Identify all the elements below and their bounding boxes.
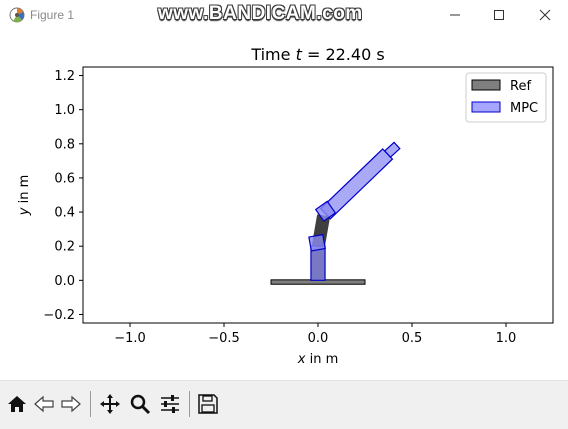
back-button[interactable] (31, 391, 57, 417)
window-title: Figure 1 (30, 8, 75, 22)
minimize-icon (450, 14, 460, 16)
matplotlib-app-icon (9, 7, 25, 23)
x-tick-label: −1.0 (114, 331, 146, 346)
x-axis-label: x in m (297, 352, 338, 367)
forward-button[interactable] (58, 391, 84, 417)
watermark-text: www.BANDICAM.com (158, 3, 363, 24)
y-tick-label: 1.0 (54, 103, 75, 118)
minimize-button[interactable] (432, 0, 478, 30)
mpc-link (383, 141, 401, 159)
y-tick-label: 0.8 (54, 137, 75, 152)
toolbar-separator (90, 391, 91, 417)
save-button[interactable] (195, 391, 221, 417)
chart-title: Time t = 22.40 s (250, 45, 384, 64)
zoom-button[interactable] (127, 391, 153, 417)
configure-subplots-button[interactable] (157, 391, 183, 417)
mpc-robot-arm (308, 141, 401, 281)
mpc-joint (308, 233, 326, 252)
x-tick-label: −0.5 (208, 331, 240, 346)
y-tick-label: 0.6 (54, 171, 75, 186)
home-icon (8, 396, 26, 412)
legend-label-mpc: MPC (510, 101, 538, 116)
chart-legend: Ref MPC (465, 72, 547, 123)
x-tick-label: 0.5 (402, 331, 423, 346)
pan-icon (100, 394, 120, 414)
y-tick-label: −0.2 (43, 308, 75, 323)
x-tick-label: 1.0 (496, 331, 517, 346)
home-button[interactable] (4, 391, 30, 417)
y-axis-label: y in m (17, 175, 32, 216)
y-tick-label: 0.0 (54, 274, 75, 289)
x-tick-label: 0.0 (308, 331, 329, 346)
back-arrow-icon (34, 395, 54, 413)
close-button[interactable] (522, 0, 568, 30)
y-tick-label: 1.2 (54, 69, 75, 84)
mpc-joint (314, 200, 337, 222)
forward-arrow-icon (61, 395, 81, 413)
mpc-link (310, 245, 326, 281)
legend-swatch-mpc (471, 101, 501, 113)
legend-label-ref: Ref (510, 79, 531, 94)
save-icon (198, 394, 218, 414)
toolbar-separator (189, 391, 190, 417)
maximize-icon (494, 10, 504, 20)
navigation-toolbar (0, 380, 568, 429)
window-titlebar: Figure 1 www.BANDICAM.com (0, 0, 568, 32)
figure-canvas[interactable]: Time t = 22.40 s −1.0 −0.5 0.0 0.5 1.0 −0.2 0.… (0, 32, 568, 380)
y-tick-label: 0.4 (54, 206, 75, 221)
legend-swatch-ref (471, 79, 501, 91)
pan-button[interactable] (97, 391, 123, 417)
configure-subplots-icon (161, 395, 179, 413)
zoom-icon (130, 394, 151, 415)
axis-ticks: −1.0 −0.5 0.0 0.5 1.0 −0.2 0.0 0.2 0.4 0.6 0.8 1.0 1… (43, 69, 516, 346)
close-icon (539, 9, 551, 21)
y-tick-label: 0.2 (54, 240, 75, 255)
maximize-button[interactable] (476, 0, 522, 30)
